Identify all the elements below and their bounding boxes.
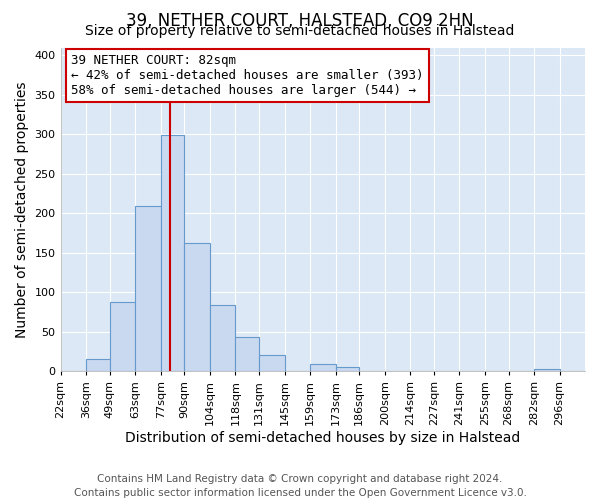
Bar — [235, 336, 259, 372]
Bar — [335, 368, 359, 372]
Bar — [259, 354, 284, 372]
Bar — [210, 305, 235, 372]
Text: Contains HM Land Registry data © Crown copyright and database right 2024.
Contai: Contains HM Land Registry data © Crown c… — [74, 474, 526, 498]
Text: 39, NETHER COURT, HALSTEAD, CO9 2HN: 39, NETHER COURT, HALSTEAD, CO9 2HN — [126, 12, 474, 30]
Bar — [86, 360, 110, 372]
Bar — [184, 242, 210, 372]
Text: 39 NETHER COURT: 82sqm
← 42% of semi-detached houses are smaller (393)
58% of se: 39 NETHER COURT: 82sqm ← 42% of semi-det… — [71, 54, 424, 97]
Bar — [534, 369, 560, 372]
Text: Size of property relative to semi-detached houses in Halstead: Size of property relative to semi-detach… — [85, 24, 515, 38]
Bar — [110, 302, 135, 372]
X-axis label: Distribution of semi-detached houses by size in Halstead: Distribution of semi-detached houses by … — [125, 431, 520, 445]
Bar — [161, 135, 184, 372]
Bar — [310, 364, 335, 372]
Y-axis label: Number of semi-detached properties: Number of semi-detached properties — [15, 81, 29, 338]
Bar — [135, 206, 161, 372]
